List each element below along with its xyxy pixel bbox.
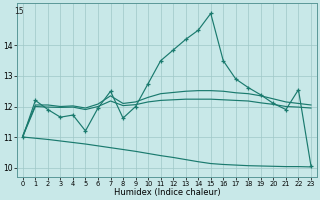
X-axis label: Humidex (Indice chaleur): Humidex (Indice chaleur) bbox=[114, 188, 220, 197]
Text: 15: 15 bbox=[14, 7, 24, 16]
